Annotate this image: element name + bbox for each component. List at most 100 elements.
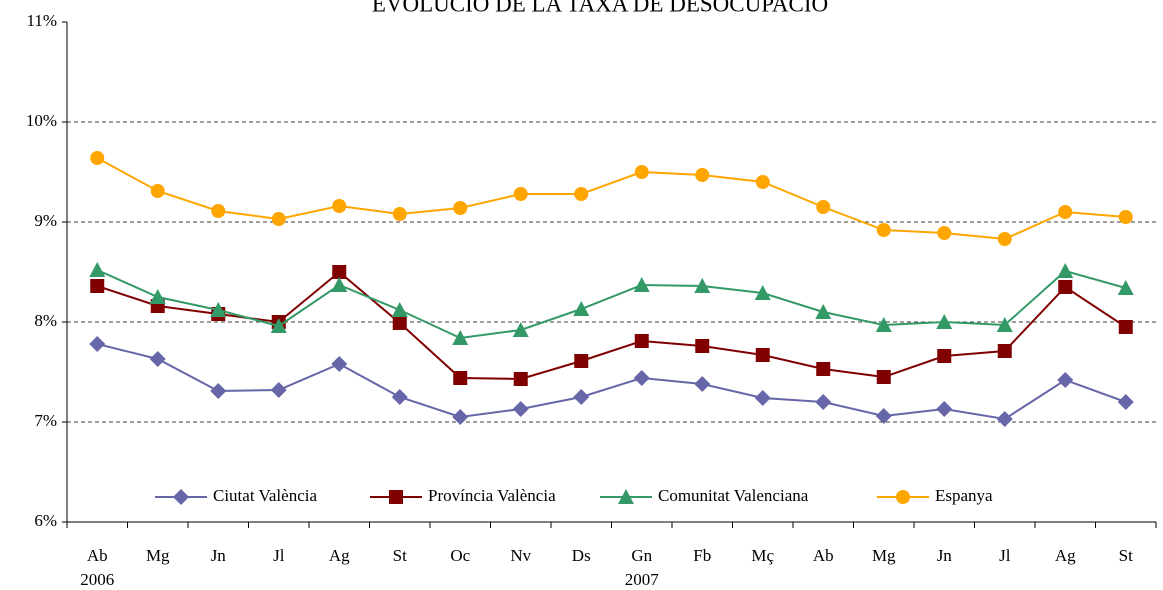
marker bbox=[574, 354, 589, 368]
marker bbox=[513, 372, 528, 386]
marker bbox=[331, 356, 348, 372]
x-tick-label: St bbox=[393, 546, 407, 565]
marker bbox=[1117, 394, 1134, 410]
x-tick-label: Mg bbox=[872, 546, 896, 565]
marker bbox=[754, 285, 771, 300]
marker bbox=[210, 383, 227, 399]
x-tick-label: Jl bbox=[999, 546, 1011, 565]
marker bbox=[815, 304, 832, 319]
marker bbox=[1058, 280, 1073, 294]
series-line bbox=[96, 270, 1127, 381]
marker bbox=[391, 302, 408, 317]
y-tick-label: 8% bbox=[34, 311, 57, 330]
marker bbox=[452, 409, 469, 425]
marker bbox=[633, 277, 650, 292]
x-year-label: 2007 bbox=[625, 570, 660, 589]
marker bbox=[1118, 320, 1133, 334]
x-tick-label: St bbox=[1119, 546, 1133, 565]
marker bbox=[149, 289, 166, 304]
marker bbox=[876, 370, 891, 384]
legend-label: Espanya bbox=[935, 486, 993, 505]
marker bbox=[513, 187, 528, 201]
marker bbox=[332, 265, 347, 279]
x-tick-label: Jn bbox=[937, 546, 953, 565]
marker bbox=[694, 376, 711, 392]
y-tick-label: 11% bbox=[26, 11, 57, 30]
marker bbox=[210, 302, 227, 317]
marker bbox=[1058, 205, 1073, 219]
chart-title: EVOLUCIÓ DE LA TAXA DE DESOCUPACIÓ bbox=[372, 0, 828, 16]
marker bbox=[270, 318, 287, 333]
legend-marker bbox=[618, 489, 634, 504]
marker bbox=[453, 371, 468, 385]
legend-label: Comunitat Valenciana bbox=[658, 486, 809, 505]
marker bbox=[512, 322, 529, 337]
x-tick-label: Ag bbox=[329, 546, 350, 565]
legend-label: Ciutat València bbox=[213, 486, 317, 505]
marker bbox=[392, 316, 407, 330]
x-tick-label: Nv bbox=[510, 546, 531, 565]
marker bbox=[755, 175, 770, 189]
marker bbox=[391, 389, 408, 405]
marker bbox=[816, 362, 831, 376]
marker bbox=[875, 317, 892, 332]
legend-label: Província València bbox=[428, 486, 556, 505]
x-tick-label: Jn bbox=[211, 546, 227, 565]
marker bbox=[271, 212, 286, 226]
marker bbox=[150, 184, 165, 198]
marker bbox=[1117, 280, 1134, 295]
marker bbox=[573, 301, 590, 316]
x-tick-label: Oc bbox=[450, 546, 470, 565]
x-tick-label: Ab bbox=[87, 546, 108, 565]
x-tick-label: Ag bbox=[1055, 546, 1076, 565]
marker bbox=[937, 226, 952, 240]
series-line bbox=[96, 157, 1126, 241]
x-tick-label: Gn bbox=[631, 546, 652, 565]
x-year-label: 2006 bbox=[80, 570, 114, 589]
marker bbox=[270, 382, 287, 398]
marker bbox=[997, 232, 1012, 246]
marker bbox=[149, 351, 166, 367]
x-tick-label: Jl bbox=[273, 546, 285, 565]
series-line bbox=[96, 269, 1127, 340]
y-tick-label: 9% bbox=[34, 211, 57, 230]
marker bbox=[1118, 210, 1133, 224]
marker bbox=[331, 277, 348, 292]
y-tick-label: 6% bbox=[34, 511, 57, 530]
marker bbox=[755, 348, 770, 362]
marker bbox=[332, 199, 347, 213]
marker bbox=[392, 207, 407, 221]
marker bbox=[634, 165, 649, 179]
marker bbox=[512, 401, 529, 417]
marker bbox=[452, 330, 469, 345]
marker bbox=[936, 401, 953, 417]
x-tick-label: Mç bbox=[751, 546, 774, 565]
marker bbox=[876, 223, 891, 237]
marker bbox=[574, 187, 589, 201]
marker bbox=[90, 279, 105, 293]
marker bbox=[937, 349, 952, 363]
marker bbox=[694, 278, 711, 293]
x-tick-label: Fb bbox=[693, 546, 711, 565]
legend-marker bbox=[896, 490, 910, 504]
y-tick-label: 10% bbox=[26, 111, 57, 130]
legend-marker bbox=[173, 489, 189, 505]
x-tick-label: Ds bbox=[572, 546, 591, 565]
marker bbox=[875, 408, 892, 424]
marker bbox=[211, 204, 226, 218]
series-line bbox=[97, 343, 1127, 421]
x-tick-label: Mg bbox=[146, 546, 170, 565]
y-tick-label: 7% bbox=[34, 411, 57, 430]
marker bbox=[996, 411, 1013, 427]
marker bbox=[89, 262, 106, 277]
marker bbox=[996, 317, 1013, 332]
marker bbox=[754, 390, 771, 406]
marker bbox=[695, 168, 710, 182]
marker bbox=[90, 151, 105, 165]
marker bbox=[816, 200, 831, 214]
marker bbox=[633, 370, 650, 386]
marker bbox=[695, 339, 710, 353]
legend-marker bbox=[389, 490, 403, 504]
marker bbox=[997, 344, 1012, 358]
